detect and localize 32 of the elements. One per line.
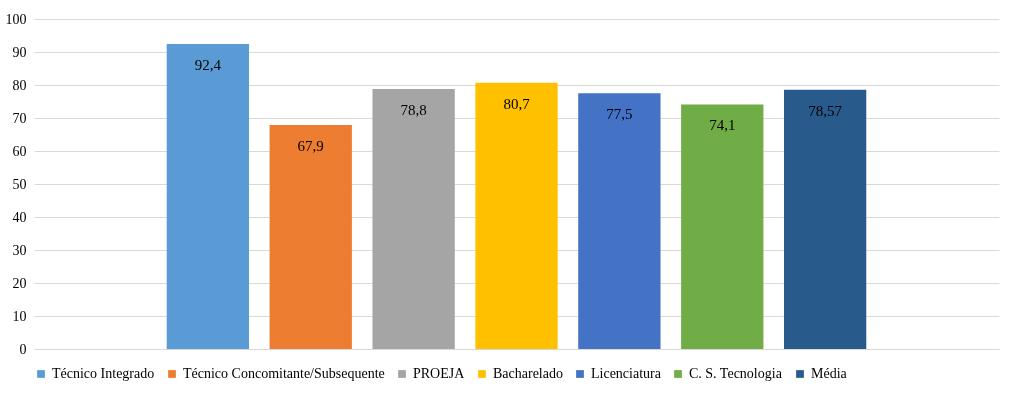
- data-label: 78,8: [400, 101, 427, 118]
- data-label: 92,4: [194, 57, 222, 74]
- legend-label: Técnico Integrado: [52, 366, 155, 381]
- bar: [578, 93, 661, 349]
- bar: [475, 82, 558, 349]
- y-tick-label: 60: [12, 143, 27, 159]
- bar: [372, 88, 455, 349]
- legend-label: C. S. Tecnologia: [689, 366, 783, 381]
- data-label: 74,1: [709, 117, 736, 134]
- legend-label: Média: [811, 366, 848, 381]
- bar: [269, 124, 352, 349]
- y-tick-label: 40: [12, 209, 27, 225]
- y-tick-label: 90: [12, 44, 27, 60]
- y-tick-label: 20: [12, 275, 27, 291]
- legend-label: Bacharelado: [493, 366, 563, 381]
- y-tick-label: 0: [19, 341, 27, 357]
- legend-label: Licenciatura: [591, 366, 662, 381]
- y-tick-label: 80: [12, 77, 27, 93]
- data-label: 78,57: [808, 102, 843, 119]
- legend-label: PROEJA: [413, 366, 466, 381]
- legend-label: Técnico Concomitante/Subsequente: [183, 366, 385, 381]
- bar: [783, 89, 867, 349]
- bar: [166, 44, 250, 349]
- y-tick-label: 50: [12, 176, 27, 192]
- data-label: 77,5: [606, 106, 633, 123]
- y-tick-label: 10: [12, 308, 27, 324]
- y-tick-label: 30: [12, 242, 27, 258]
- bar: [681, 104, 764, 349]
- data-label: 80,7: [503, 95, 531, 112]
- y-tick-label: 70: [12, 110, 27, 126]
- data-label: 67,9: [297, 137, 324, 154]
- y-tick-label: 100: [5, 11, 27, 27]
